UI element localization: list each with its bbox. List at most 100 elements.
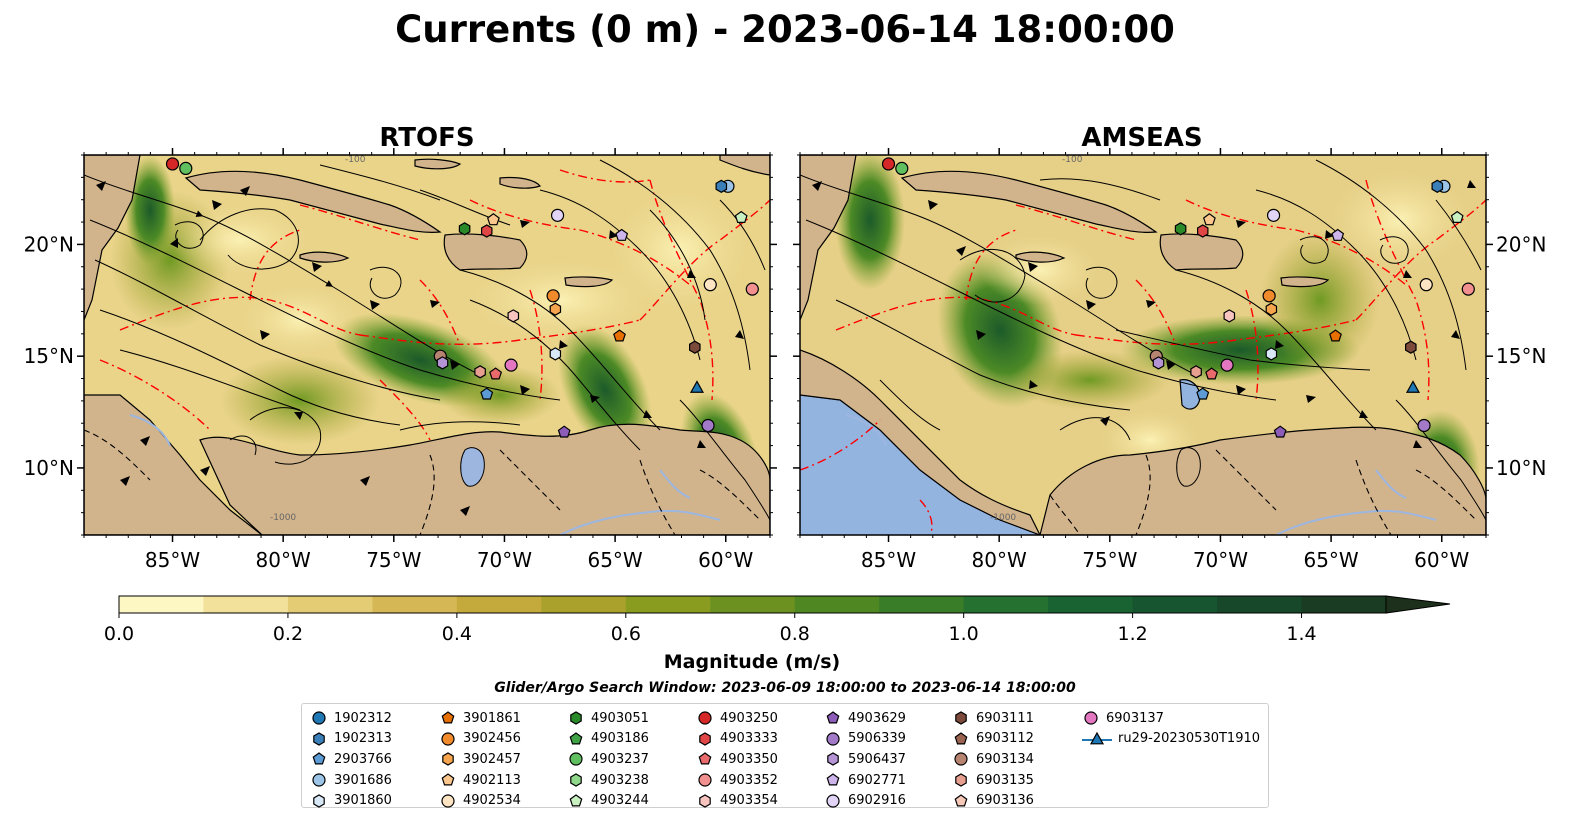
legend-marker [442,752,454,767]
legend-label: 4902113 [463,772,521,788]
float-marker-4903250 [165,157,180,171]
legend-marker [569,752,583,767]
float-markers-rtofs [165,157,759,438]
legend-marker [570,711,582,725]
isobath-label: -1000 [270,513,296,523]
legend-marker [698,711,712,725]
legend-marker [698,752,712,765]
legend-marker-icon [699,732,711,746]
legend-label: 4903244 [591,793,649,809]
colorbar-extend-triangle [1385,595,1451,614]
streamline-arrows [812,180,1476,448]
colorbar-tick-label: 0.8 [780,623,810,645]
float-marker-4903244 [1450,210,1464,223]
legend-marker [699,793,711,808]
x-tick-label: 85°W [861,548,916,572]
x-tick-label: 85°W [145,548,200,572]
legend-marker-icon [312,752,326,765]
colorbar-segment [625,596,711,613]
legend-marker [441,711,455,724]
legend-label: 6903112 [976,731,1034,747]
colorbar-segment [1132,596,1218,613]
legend-marker-icon [569,752,583,767]
legend-entry: 5906339 [824,729,906,750]
colorbar-tick-label: 0.2 [273,623,303,645]
colorbar-segment [203,596,289,613]
float-marker-4903352 [745,282,759,296]
legend-entry: 3901860 [310,790,392,811]
float-marker-6903135 [1190,365,1202,379]
legend-label: 6903137 [1106,710,1164,726]
colorbar-segment [456,596,542,613]
cuba-land [900,170,1158,233]
legend-entry: 4903244 [567,790,649,811]
legend-label: 4903352 [720,772,778,788]
float-marker-6903135 [474,365,486,379]
colorbar-segment [879,596,965,613]
legend-marker [441,732,455,746]
float-marker-4903629 [1273,425,1287,438]
legend-marker-icon [442,752,454,767]
legend-marker-icon [698,773,712,787]
legend-label: 3902457 [463,751,521,767]
x-tick-label: 65°W [1303,548,1358,572]
legend-entry: 6902771 [824,770,906,791]
legend-column: 6903137 ru29-20230530T1910 [1082,708,1260,749]
legend-marker-icon [954,732,968,745]
legend-entry: 4903237 [567,749,649,770]
legend-marker-icon [955,711,967,725]
float-marker-4902534 [703,278,717,292]
legend-marker [699,732,711,746]
isobath-label: -100 [345,155,366,165]
legend-label: 1902313 [334,731,392,747]
legend-label: 4903186 [591,731,649,747]
legend-label: 6902771 [848,772,906,788]
legend-label: 6903135 [976,772,1034,788]
map-axes: 85°W 80°W 75°W 70°W 65°W 60°W 20°N 15°N 10°N 85°W… [24,148,1546,572]
x-tick-label: 60°W [698,548,753,572]
float-marker-3901861 [613,329,626,342]
legend-label: 3902456 [463,731,521,747]
legend-marker [441,773,455,786]
legend-label: 4903250 [720,710,778,726]
legend-marker [954,732,968,745]
float-marker-4903237 [179,161,193,176]
colorbar-segment [372,596,458,613]
panel-title-rtofs: RTOFS [379,123,474,153]
puerto-rico-land [564,276,614,288]
legend-label: 4903238 [591,772,649,788]
legend-entry: 1902312 [310,708,392,729]
float-marker-6902771 [1331,228,1345,241]
legend-marker-icon [569,732,583,745]
legend-marker-icon [826,732,840,746]
legend-column: 4903051 4903186 4903237 4903238 4903244 [567,708,649,811]
float-marker-2903766 [1196,387,1210,400]
legend-marker-icon [570,773,582,787]
legend-marker-icon [313,732,325,746]
legend-marker-icon [441,794,455,808]
colorbar-segment [541,596,627,613]
legend-entry: 4903051 [567,708,649,729]
float-marker-6902916 [1266,208,1281,222]
legend-label: 4903051 [591,710,649,726]
hispaniola-land [1159,233,1244,271]
float-marker-4902534 [1419,278,1433,292]
legend-marker-icon [312,773,326,787]
legend-label: ru29-20230530T1910 [1118,731,1261,747]
float-marker-6902771 [615,228,629,241]
float-marker-3902457 [1265,302,1278,316]
colorbar-label: Magnitude (m/s) [664,651,841,673]
float-marker-4903350 [1205,367,1219,380]
colorbar-tick-label: 1.4 [1286,623,1316,645]
streamlines [800,159,1486,521]
lake-maracaibo [1176,447,1201,487]
isobath-label: -100 [1062,155,1083,165]
legend-marker-icon [569,793,583,807]
float-marker-4903352 [1461,282,1475,296]
colorbar-tick-label: 0.0 [104,623,134,645]
legend-marker [954,793,968,807]
lake-maracaibo [460,447,485,487]
legend-entry: 6902916 [824,790,906,811]
legend-entry: 5906437 [824,749,906,770]
legend-marker-icon [826,794,840,808]
